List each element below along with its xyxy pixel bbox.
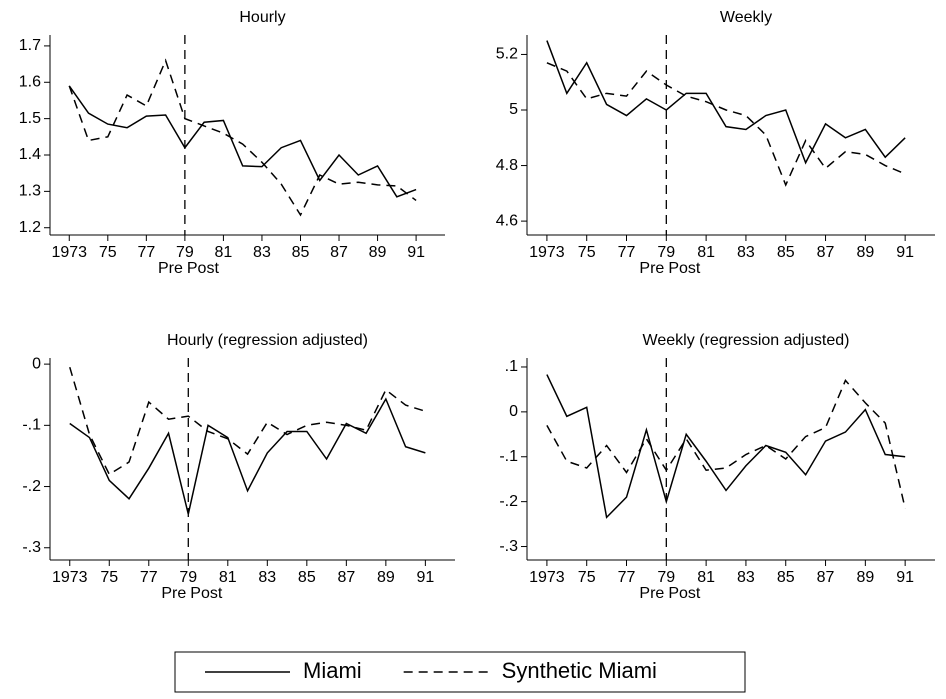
y-tick-label: .1 — [505, 358, 518, 375]
x-tick-label: 89 — [856, 244, 874, 261]
x-tick-label: 87 — [817, 244, 835, 261]
panel-title: Hourly — [239, 9, 285, 26]
x-tick-label: 89 — [377, 569, 395, 586]
x-tick-label: 85 — [292, 244, 310, 261]
y-tick-label: -.1 — [499, 448, 518, 465]
x-tick-label: 75 — [578, 569, 596, 586]
panel-title: Weekly (regression adjusted) — [643, 332, 850, 349]
x-tick-label: 83 — [737, 569, 755, 586]
series-line — [546, 374, 906, 519]
post-label: Post — [190, 585, 223, 602]
series-line — [546, 379, 906, 509]
x-tick-label: 77 — [140, 569, 158, 586]
x-tick-label: 1973 — [529, 244, 565, 261]
y-tick-label: -.2 — [499, 493, 518, 510]
x-tick-label: 77 — [137, 244, 155, 261]
x-tick-label: 85 — [777, 569, 795, 586]
y-tick-label: -.3 — [22, 539, 41, 556]
series-line — [69, 397, 426, 515]
y-tick-label: 1.4 — [19, 146, 41, 163]
x-tick-label: 91 — [896, 244, 914, 261]
post-label: Post — [668, 585, 701, 602]
y-tick-label: 4.6 — [496, 212, 518, 229]
panel-title: Hourly (regression adjusted) — [167, 332, 368, 349]
series-line — [546, 40, 906, 165]
y-tick-label: 1.3 — [19, 183, 41, 200]
x-tick-label: 79 — [179, 569, 197, 586]
x-tick-label: 77 — [618, 569, 636, 586]
pre-label: Pre — [639, 260, 664, 277]
legend-label: Synthetic Miami — [502, 658, 657, 683]
pre-label: Pre — [158, 260, 183, 277]
y-tick-label: 5 — [509, 101, 518, 118]
y-tick-label: -.2 — [22, 478, 41, 495]
x-tick-label: 91 — [407, 244, 425, 261]
x-tick-label: 89 — [856, 569, 874, 586]
x-tick-label: 75 — [578, 244, 596, 261]
y-tick-label: 0 — [509, 403, 518, 420]
x-tick-label: 81 — [219, 569, 237, 586]
series-line — [69, 366, 426, 476]
y-tick-label: 1.5 — [19, 110, 41, 127]
pre-label: Pre — [161, 585, 186, 602]
x-tick-label: 87 — [817, 569, 835, 586]
post-label: Post — [668, 260, 701, 277]
x-tick-label: 91 — [416, 569, 434, 586]
legend-box — [174, 651, 746, 693]
x-tick-label: 1973 — [52, 569, 88, 586]
legend-label: Miami — [303, 658, 362, 683]
series-line — [68, 85, 417, 198]
y-tick-label: 5.2 — [496, 46, 518, 63]
x-tick-label: 79 — [657, 569, 675, 586]
x-tick-label: 83 — [253, 244, 271, 261]
x-tick-label: 79 — [176, 244, 194, 261]
series-line — [68, 58, 417, 217]
x-tick-label: 85 — [298, 569, 316, 586]
x-tick-label: 1973 — [529, 569, 565, 586]
x-tick-label: 81 — [215, 244, 233, 261]
y-tick-label: -.1 — [22, 417, 41, 434]
y-tick-label: 4.8 — [496, 157, 518, 174]
panel-title: Weekly — [720, 9, 772, 26]
x-tick-label: 83 — [737, 244, 755, 261]
x-tick-label: 1973 — [51, 244, 87, 261]
x-tick-label: 87 — [337, 569, 355, 586]
y-tick-label: -.3 — [499, 538, 518, 555]
x-tick-label: 81 — [697, 244, 715, 261]
x-tick-label: 89 — [369, 244, 387, 261]
post-label: Post — [187, 260, 220, 277]
x-tick-label: 81 — [697, 569, 715, 586]
y-tick-label: 1.7 — [19, 37, 41, 54]
x-tick-label: 85 — [777, 244, 795, 261]
x-tick-label: 91 — [896, 569, 914, 586]
x-tick-label: 87 — [330, 244, 348, 261]
x-tick-label: 75 — [99, 244, 117, 261]
x-tick-label: 75 — [100, 569, 118, 586]
y-tick-label: 0 — [32, 355, 41, 372]
series-line — [546, 62, 906, 187]
pre-label: Pre — [639, 585, 664, 602]
y-tick-label: 1.2 — [19, 219, 41, 236]
x-tick-label: 79 — [657, 244, 675, 261]
y-tick-label: 1.6 — [19, 73, 41, 90]
x-tick-label: 83 — [258, 569, 276, 586]
x-tick-label: 77 — [618, 244, 636, 261]
